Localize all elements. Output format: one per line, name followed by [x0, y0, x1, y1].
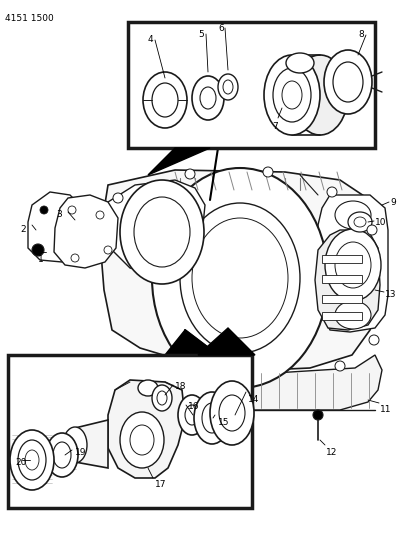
Ellipse shape — [335, 301, 371, 329]
Ellipse shape — [282, 81, 302, 109]
Polygon shape — [105, 355, 382, 410]
Text: 6: 6 — [218, 24, 224, 33]
Ellipse shape — [152, 168, 328, 388]
Polygon shape — [148, 148, 210, 175]
Ellipse shape — [134, 197, 190, 267]
Text: 7: 7 — [272, 122, 278, 131]
Ellipse shape — [348, 212, 372, 232]
Ellipse shape — [68, 206, 76, 214]
Polygon shape — [198, 328, 255, 355]
Ellipse shape — [313, 410, 323, 420]
Ellipse shape — [96, 211, 104, 219]
Ellipse shape — [292, 55, 348, 135]
Ellipse shape — [178, 395, 206, 435]
Ellipse shape — [195, 365, 205, 375]
Ellipse shape — [264, 55, 320, 135]
Ellipse shape — [200, 87, 216, 109]
Ellipse shape — [63, 427, 87, 463]
Polygon shape — [100, 170, 378, 370]
Ellipse shape — [194, 392, 230, 444]
Ellipse shape — [113, 193, 123, 203]
Text: 18: 18 — [175, 382, 186, 391]
Ellipse shape — [327, 187, 337, 197]
Polygon shape — [315, 230, 380, 330]
Ellipse shape — [185, 405, 199, 425]
Ellipse shape — [152, 385, 172, 411]
Ellipse shape — [335, 361, 345, 371]
Ellipse shape — [18, 440, 46, 480]
Polygon shape — [108, 180, 205, 275]
Polygon shape — [28, 192, 82, 262]
Text: 14: 14 — [248, 395, 259, 404]
Bar — [8, 355, 252, 508]
Ellipse shape — [219, 395, 245, 431]
Ellipse shape — [369, 335, 379, 345]
Ellipse shape — [210, 381, 254, 445]
Ellipse shape — [143, 72, 187, 128]
Ellipse shape — [333, 62, 363, 102]
Text: 19: 19 — [75, 448, 86, 457]
Ellipse shape — [64, 241, 72, 249]
Ellipse shape — [324, 50, 372, 114]
Text: 4: 4 — [148, 35, 154, 44]
Ellipse shape — [120, 180, 204, 284]
Ellipse shape — [32, 244, 44, 256]
Ellipse shape — [202, 403, 222, 433]
Ellipse shape — [104, 246, 112, 254]
Polygon shape — [165, 330, 218, 355]
Ellipse shape — [120, 412, 164, 468]
Text: 16: 16 — [188, 402, 200, 411]
Ellipse shape — [40, 206, 48, 214]
Ellipse shape — [325, 229, 381, 301]
Ellipse shape — [223, 80, 233, 94]
Text: 17: 17 — [155, 480, 166, 489]
Ellipse shape — [367, 225, 377, 235]
Ellipse shape — [157, 391, 167, 405]
Bar — [322, 312, 362, 320]
Text: 13: 13 — [385, 290, 397, 299]
Ellipse shape — [53, 442, 71, 468]
Polygon shape — [318, 195, 388, 332]
Ellipse shape — [263, 167, 273, 177]
Text: 5: 5 — [198, 30, 204, 39]
Text: 3: 3 — [56, 210, 62, 219]
Text: 9: 9 — [390, 198, 396, 207]
Ellipse shape — [354, 217, 366, 227]
Polygon shape — [54, 195, 118, 268]
Text: 15: 15 — [218, 418, 229, 427]
Text: 1: 1 — [38, 255, 44, 264]
Ellipse shape — [192, 76, 224, 120]
Ellipse shape — [273, 68, 311, 122]
Ellipse shape — [130, 425, 154, 455]
Text: 11: 11 — [380, 405, 392, 414]
Ellipse shape — [180, 203, 300, 353]
Ellipse shape — [46, 433, 78, 477]
Ellipse shape — [286, 53, 314, 73]
Ellipse shape — [25, 450, 39, 470]
Ellipse shape — [335, 201, 371, 229]
Ellipse shape — [218, 74, 238, 100]
Ellipse shape — [192, 218, 288, 338]
Ellipse shape — [138, 380, 158, 396]
Polygon shape — [68, 420, 108, 468]
Text: 12: 12 — [326, 448, 337, 457]
Polygon shape — [108, 380, 185, 478]
Text: 20: 20 — [15, 458, 27, 467]
Bar — [322, 255, 362, 263]
Text: 4151 1500: 4151 1500 — [5, 14, 54, 23]
Ellipse shape — [71, 254, 79, 262]
Ellipse shape — [185, 169, 195, 179]
Bar — [322, 295, 362, 303]
Text: 10: 10 — [375, 218, 386, 227]
Ellipse shape — [152, 83, 178, 117]
Bar — [322, 275, 362, 283]
Ellipse shape — [10, 430, 54, 490]
Text: 2: 2 — [20, 225, 26, 234]
Bar — [128, 22, 375, 148]
Ellipse shape — [335, 242, 371, 288]
Text: 8: 8 — [358, 30, 364, 39]
